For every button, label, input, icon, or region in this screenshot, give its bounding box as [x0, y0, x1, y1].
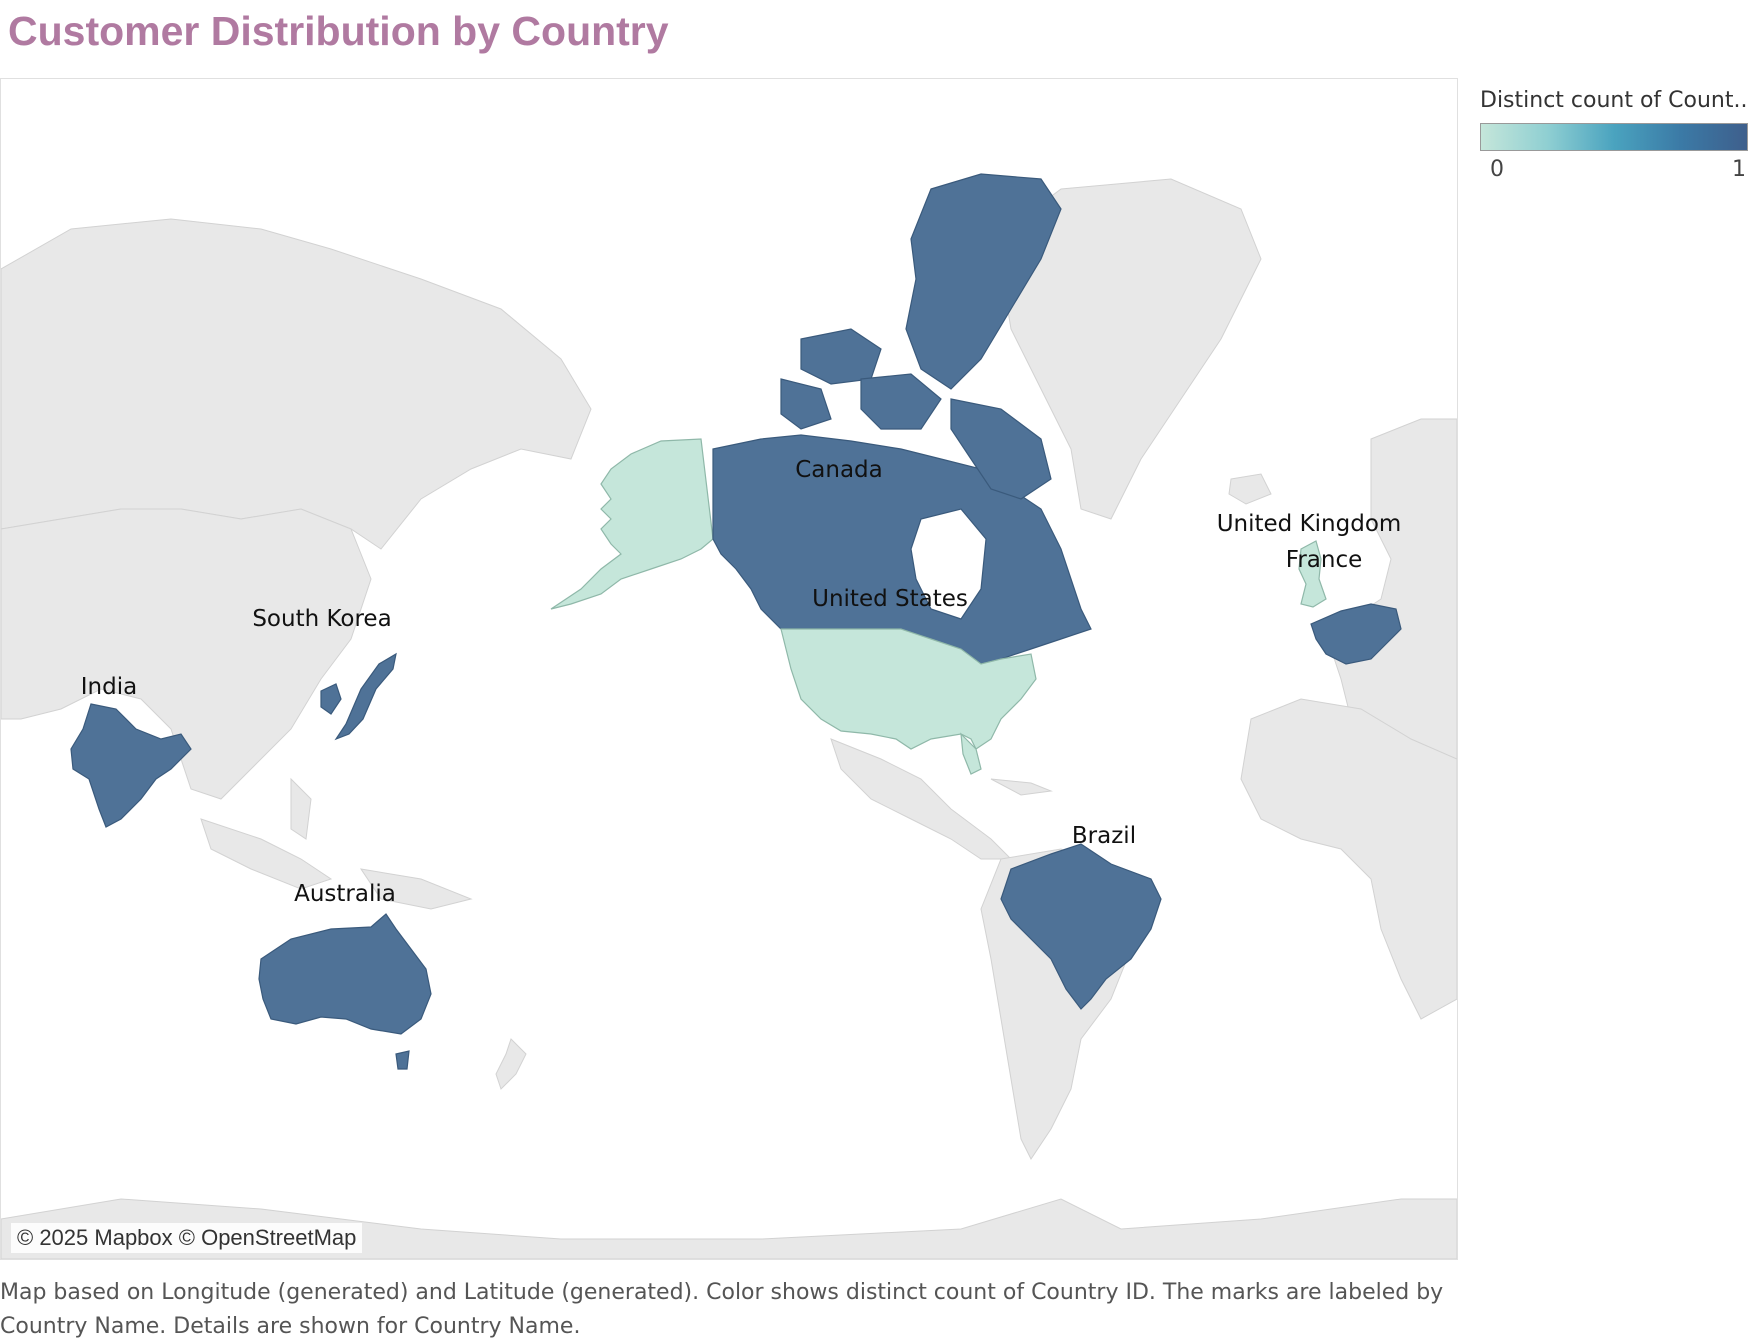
label-france: France [1285, 547, 1363, 573]
land-se-asia [200, 818, 333, 890]
legend-ticks: 0 1 [1480, 157, 1750, 187]
country-shape-brazil [1000, 843, 1162, 1010]
country-shape-united-kingdom [1298, 540, 1327, 608]
country-shape-canada-arctic-4 [860, 373, 942, 430]
country-shape-alaska [550, 438, 714, 610]
country-shape-canada-arctic-5 [950, 398, 1052, 500]
land-east-asia [1, 508, 372, 800]
land-north-asia [1, 218, 592, 550]
land-antarctica [1, 1198, 1457, 1259]
color-legend: Distinct count of Count.. 0 1 [1480, 88, 1750, 187]
land-europe [1330, 418, 1457, 780]
land-mexico [830, 738, 1013, 860]
country-shape-tasmania [395, 1050, 410, 1070]
country-shape-france [1310, 603, 1402, 665]
country-shape-canada-arctic-3 [780, 378, 832, 430]
map-caption: Map based on Longitude (generated) and L… [0, 1280, 1444, 1339]
legend-min-label: 0 [1490, 157, 1504, 182]
land-philippines [290, 777, 312, 840]
legend-max-label: 1 [1732, 157, 1746, 182]
label-india: India [80, 674, 138, 700]
country-shape-canada-arctic-1 [905, 173, 1062, 390]
land-papua [359, 868, 473, 910]
map-canvas[interactable] [1, 79, 1457, 1259]
hudson-bay [910, 508, 987, 620]
label-australia: Australia [294, 881, 396, 907]
country-shape-canada [712, 434, 1092, 665]
legend-title: Distinct count of Count.. [1480, 88, 1748, 113]
legend-gradient-bar [1480, 123, 1748, 151]
country-shape-united-states [780, 628, 1037, 750]
label-canada: Canada [795, 457, 883, 483]
country-shape-australia [258, 913, 432, 1035]
country-shape-south-korea [320, 683, 342, 715]
land-new-zealand [495, 1038, 527, 1090]
land-africa [1240, 698, 1457, 1020]
country-shape-florida [960, 732, 982, 775]
page-title: Customer Distribution by Country [8, 8, 669, 54]
country-shape-india [70, 703, 192, 828]
label-brazil: Brazil [1071, 823, 1137, 849]
label-united-kingdom: United Kingdom [1216, 511, 1402, 537]
map-credit[interactable]: © 2025 Mapbox © OpenStreetMap [11, 1223, 363, 1253]
map-view[interactable]: Canada United States United Kingdom Fran… [0, 78, 1458, 1260]
country-shape-canada-arctic-2 [800, 328, 882, 385]
land-iceland [1228, 473, 1272, 505]
land-caribbean [990, 778, 1053, 796]
label-south-korea: South Korea [252, 606, 392, 632]
label-united-states: United States [812, 586, 968, 612]
country-shape-japan-region [334, 652, 397, 741]
